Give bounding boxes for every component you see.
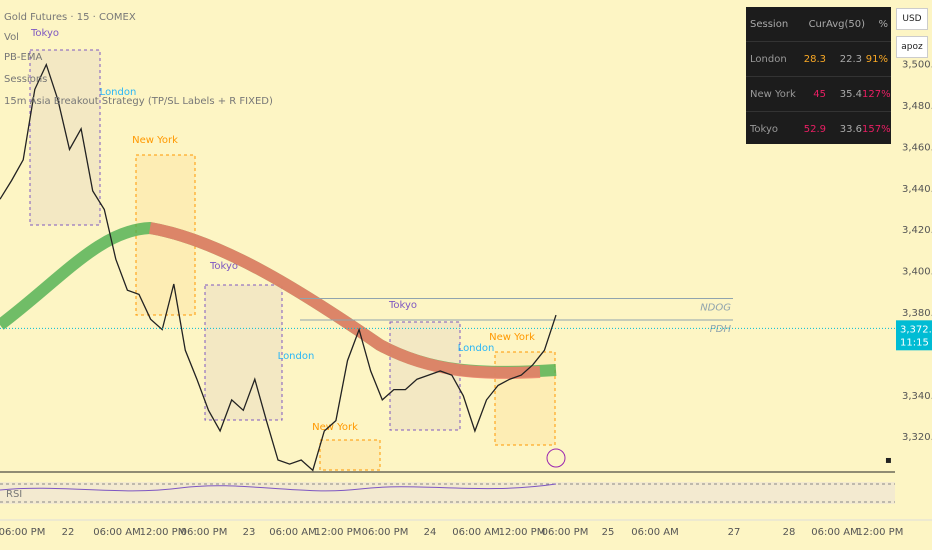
table-cell: 157% xyxy=(862,123,891,135)
session-label: New York xyxy=(489,332,535,343)
x-tick-label: 06:00 AM xyxy=(452,527,499,538)
x-tick-label: 06:00 PM xyxy=(181,527,228,538)
session-label: New York xyxy=(132,135,178,146)
ema-band xyxy=(148,222,541,379)
y-tick-label: 3,340.0 xyxy=(902,391,932,402)
y-tick-label: 3,440.0 xyxy=(902,184,932,195)
x-tick-label: 06:00 PM xyxy=(362,527,409,538)
table-cell: % xyxy=(878,18,888,30)
x-tick-label: 06:00 PM xyxy=(542,527,589,538)
indicator: Sessions xyxy=(4,74,48,85)
x-tick-label: 22 xyxy=(62,527,75,538)
session-box xyxy=(29,49,101,226)
rsi-line xyxy=(0,483,557,492)
y-tick-label: 3,500.0 xyxy=(902,60,932,71)
table-cell: Cur xyxy=(808,18,826,30)
y-tick-label: 3,400.0 xyxy=(902,267,932,278)
session-label: Tokyo xyxy=(388,300,417,311)
x-tick-label: 28 xyxy=(783,527,796,538)
session-box xyxy=(319,439,381,471)
rsi-pane xyxy=(0,482,895,504)
x-tick-label: 27 xyxy=(728,527,741,538)
x-tick-label: 06:00 AM xyxy=(269,527,316,538)
y-tick-label: 3,320.0 xyxy=(902,432,932,443)
table-cell: London xyxy=(750,53,787,65)
y-tick-label: 3,480.0 xyxy=(902,101,932,112)
currency-button[interactable]: USD xyxy=(896,8,928,30)
session-table: Session Cur Avg(50)% London 28.3 22.3 91% New Y… xyxy=(746,7,891,144)
indicator: Vol xyxy=(4,32,19,43)
user-button[interactable]: apoz xyxy=(896,36,928,58)
price-tag xyxy=(896,320,932,351)
rsi-label: RSI xyxy=(6,489,22,500)
table-cell: Session xyxy=(750,18,789,30)
table-cell: 127% xyxy=(862,88,891,100)
price-axis-bg xyxy=(895,0,932,520)
y-tick-label: 3,420.0 xyxy=(902,225,932,236)
session-label: London xyxy=(100,87,137,98)
table-cell: 35.4 xyxy=(839,88,862,100)
table-cell: New York xyxy=(750,88,796,100)
table-cell: 45 xyxy=(813,88,826,100)
countdown: 11:15 xyxy=(900,337,929,348)
x-tick-label: 23 xyxy=(243,527,256,538)
table-row: Tokyo 52.9 33.6 157% xyxy=(746,111,891,146)
table-cell: 22.3 xyxy=(839,53,862,65)
level-label: NDOG xyxy=(700,303,731,314)
table-row: London 28.3 22.3 91% xyxy=(746,41,891,76)
x-tick-label: 12:00 PM xyxy=(315,527,362,538)
y-tick-label: 3,380.0 xyxy=(902,308,932,319)
spacer xyxy=(556,444,570,470)
session-label: London xyxy=(458,343,495,354)
table-cell: 91% xyxy=(865,53,888,65)
session-box xyxy=(204,284,283,421)
table-cell: Avg(50) xyxy=(826,18,866,30)
price-tag-label: 3,372.6 xyxy=(900,324,932,335)
session-label: London xyxy=(278,351,315,362)
y-tick-label: 3,460.0 xyxy=(902,142,932,153)
table-cell: 28.3 xyxy=(803,53,826,65)
dot: ▪ xyxy=(885,455,892,466)
indicator: 15m Asia Breakout Strategy (TP/SL Labels… xyxy=(4,96,273,107)
price-line xyxy=(0,62,557,472)
table-cell: Tokyo xyxy=(750,123,778,135)
table-cell: 33.6 xyxy=(839,123,862,135)
x-tick-label: 06:00 AM xyxy=(811,527,858,538)
session-label: Tokyo xyxy=(209,261,238,272)
session-box xyxy=(389,321,461,431)
session-label: New York xyxy=(312,422,358,433)
x-tick-label: 12:00 PM xyxy=(499,527,546,538)
session-label: Tokyo xyxy=(30,28,59,39)
level-label: PDH xyxy=(710,324,732,335)
x-tick-label: 06:00 AM xyxy=(93,527,140,538)
indicator: PB-EMA xyxy=(4,52,43,63)
x-tick-label: 12:00 PM xyxy=(857,527,904,538)
event-icon xyxy=(546,448,566,468)
table-cell: 52.9 xyxy=(803,123,826,135)
table-row: Session Cur Avg(50)% xyxy=(746,7,891,41)
table-row: New York 45 35.4 127% xyxy=(746,76,891,111)
x-tick-label: 06:00 PM xyxy=(0,527,45,538)
x-tick-label: 12:00 PM xyxy=(140,527,187,538)
x-tick-label: 24 xyxy=(424,527,437,538)
x-tick-label: 06:00 AM xyxy=(631,527,678,538)
x-tick-label: 25 xyxy=(602,527,615,538)
symbol-title: Gold Futures · 15 · COMEX xyxy=(4,12,136,23)
